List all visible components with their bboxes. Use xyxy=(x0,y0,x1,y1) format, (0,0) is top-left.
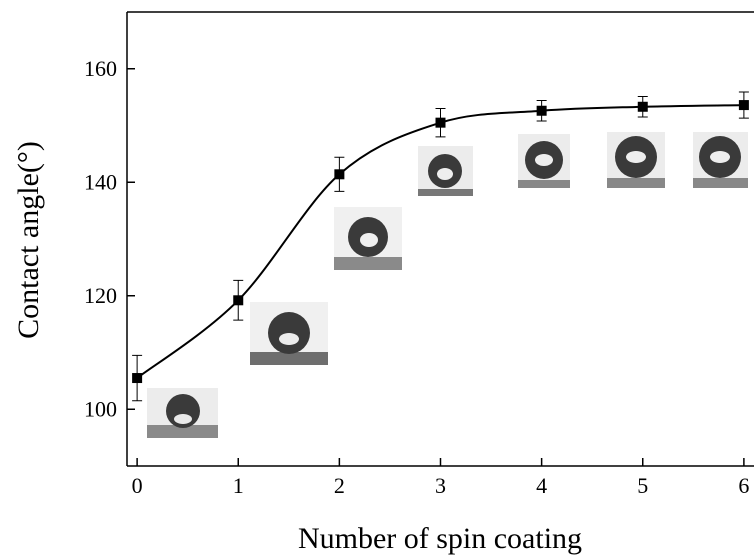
droplet-photo xyxy=(518,134,570,188)
x-axis-title: Number of spin coating xyxy=(298,522,582,555)
x-tick-label: 6 xyxy=(738,473,749,498)
x-tick-label: 0 xyxy=(132,473,143,498)
droplet-photo xyxy=(250,302,328,365)
y-axis-title: Contact angle(°) xyxy=(12,141,45,339)
data-point xyxy=(536,105,547,116)
droplet-photo xyxy=(607,132,665,188)
droplet-images xyxy=(147,132,748,438)
y-tick-label: 160 xyxy=(84,56,117,81)
y-tick-label: 140 xyxy=(84,169,117,194)
data-point xyxy=(738,100,749,111)
data-point xyxy=(637,101,648,112)
y-tick-label: 100 xyxy=(84,396,117,421)
droplet-photo xyxy=(418,146,473,196)
x-tick-label: 2 xyxy=(334,473,345,498)
data-point xyxy=(233,295,244,306)
x-tick-label: 5 xyxy=(637,473,648,498)
droplet-photo xyxy=(147,388,218,438)
data-point xyxy=(435,117,446,128)
y-tick-label: 120 xyxy=(84,283,117,308)
data-point xyxy=(132,373,143,384)
droplet-photo xyxy=(334,207,402,270)
data-point xyxy=(334,169,345,180)
x-tick-label: 1 xyxy=(233,473,244,498)
x-tick-label: 3 xyxy=(435,473,446,498)
x-tick-label: 4 xyxy=(536,473,547,498)
droplet-photo xyxy=(693,132,748,188)
